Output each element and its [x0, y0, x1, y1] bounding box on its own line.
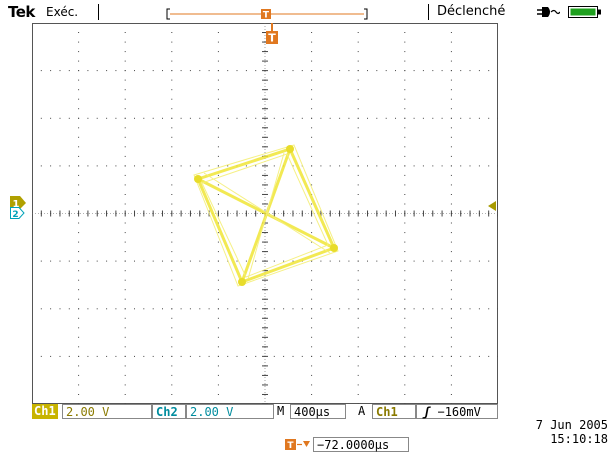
svg-text:1: 1	[13, 199, 20, 210]
trigger-position-icon: T	[261, 9, 271, 20]
ch2-scale[interactable]: 2.00 V	[186, 404, 274, 419]
trigger-level-readout[interactable]: ʃ −160mV	[416, 404, 498, 419]
trigger-mode: A	[358, 404, 366, 418]
horizontal-position[interactable]: −72.0000µs	[313, 437, 409, 452]
ch1-ground-marker-icon: 1	[10, 196, 26, 210]
svg-text:T: T	[287, 441, 294, 451]
trigger-t-marker-icon: T	[266, 23, 278, 45]
ch1-label[interactable]: Ch1	[32, 404, 58, 419]
timebase-value[interactable]: 400µs	[290, 404, 346, 419]
svg-text:T: T	[268, 32, 276, 45]
trigger-status: Déclenché	[437, 4, 506, 19]
date: 7 Jun 2005	[535, 418, 608, 432]
brand-logo: Tek	[8, 3, 35, 21]
center-axis-ticks	[32, 23, 498, 404]
timebase-label: M	[277, 404, 285, 418]
timestamp: 7 Jun 2005 15:10:18	[508, 418, 608, 446]
battery-icon	[568, 6, 601, 18]
ch2-label[interactable]: Ch2	[152, 404, 186, 419]
time: 15:10:18	[550, 432, 608, 446]
trigger-slope-icon: ʃ	[423, 405, 431, 419]
acquisition-mode: Exéc.	[46, 5, 79, 19]
trigger-level: −160mV	[437, 405, 481, 419]
xy-trace	[193, 144, 339, 287]
trigger-level-arrow-icon	[488, 201, 496, 211]
record-position-bar[interactable]: T	[166, 8, 368, 20]
ch2-ground-marker-icon: 2	[10, 207, 25, 220]
svg-text:2: 2	[12, 210, 18, 220]
svg-text:T: T	[263, 11, 270, 21]
waveform-display[interactable]	[32, 23, 498, 404]
divider	[428, 4, 429, 20]
ch1-scale[interactable]: 2.00 V	[62, 404, 152, 419]
plug-icon	[537, 7, 560, 17]
trigger-offset-icon: T	[285, 439, 310, 451]
divider	[98, 4, 99, 20]
trigger-source[interactable]: Ch1	[372, 404, 416, 419]
